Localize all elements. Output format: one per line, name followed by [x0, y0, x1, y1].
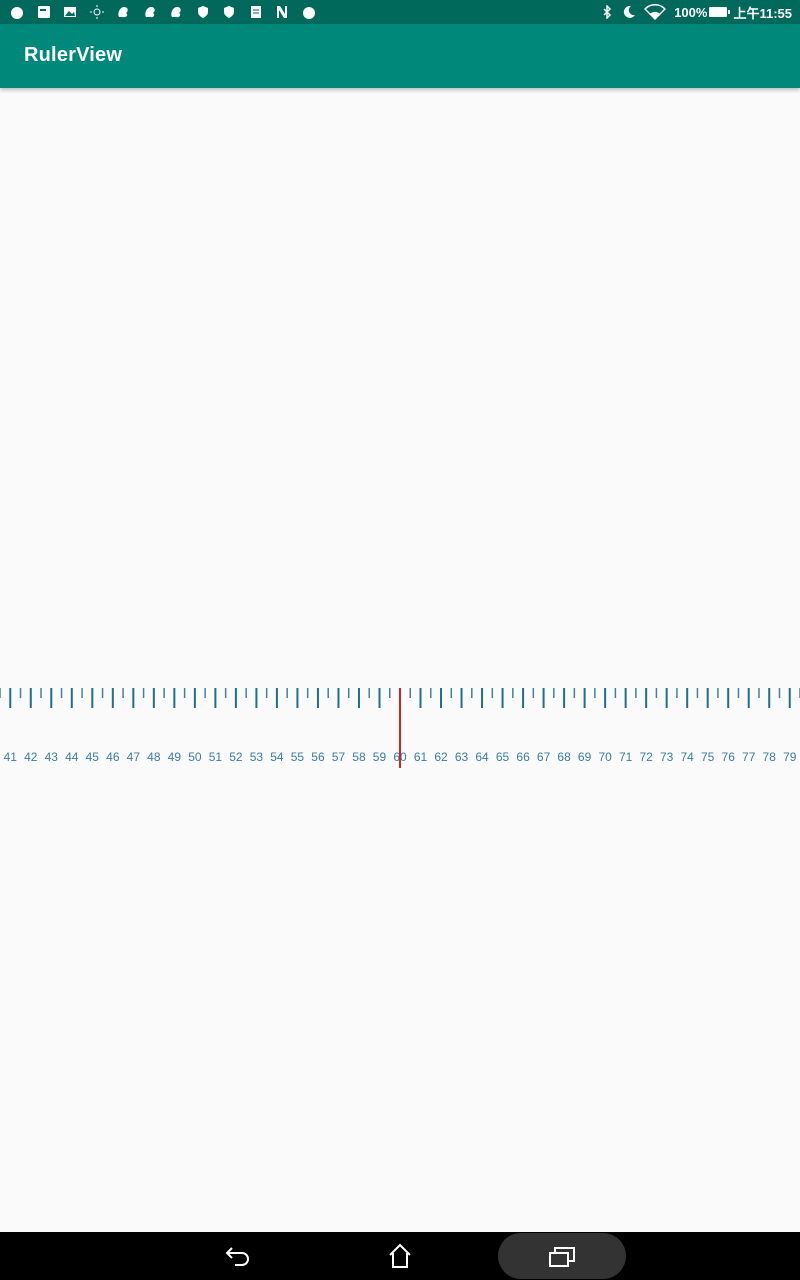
ruler-label: 79 — [783, 750, 797, 764]
ruler-label: 73 — [660, 750, 674, 764]
ruler-label: 59 — [373, 750, 387, 764]
ruler-label: 55 — [291, 750, 305, 764]
squirrel-app-icon — [116, 5, 130, 19]
ruler-label: 71 — [619, 750, 633, 764]
ruler-label: 41 — [4, 750, 18, 764]
ruler-label: 44 — [65, 750, 79, 764]
home-icon — [389, 1243, 411, 1268]
recent-apps-icon — [549, 1247, 575, 1267]
ruler-label: 58 — [352, 750, 366, 764]
ruler-label: 47 — [127, 750, 141, 764]
squirrel-app-icon — [143, 5, 157, 19]
shield-icon — [222, 5, 236, 19]
ruler-label: 62 — [434, 750, 448, 764]
ruler-label: 63 — [455, 750, 469, 764]
notification-circle-icon — [302, 5, 316, 19]
notification-circle-icon — [10, 5, 24, 19]
image-icon — [63, 5, 77, 19]
ruler-view[interactable]: 4142434445464748495051525354555657585960… — [0, 680, 800, 780]
ruler-label: 65 — [496, 750, 510, 764]
battery-percent: 100% — [674, 4, 708, 20]
ruler-label: 66 — [516, 750, 530, 764]
app-title: RulerView — [24, 44, 123, 66]
ruler-label: 52 — [229, 750, 243, 764]
ruler-label: 50 — [188, 750, 202, 764]
navigation-bar — [0, 1232, 800, 1280]
back-arrow-icon — [225, 1247, 249, 1266]
battery-icon — [709, 7, 731, 17]
ruler-label: 68 — [557, 750, 571, 764]
ruler-label: 57 — [332, 750, 346, 764]
clock: 上午11:55 — [733, 5, 792, 21]
ruler-label: 69 — [578, 750, 592, 764]
note-app-icon — [249, 5, 263, 19]
notification-icons — [10, 4, 328, 20]
ruler-label: 74 — [680, 750, 694, 764]
ruler-label: 42 — [24, 750, 38, 764]
n-app-icon — [275, 5, 289, 19]
ruler-label: 75 — [701, 750, 715, 764]
ruler-label: 77 — [742, 750, 756, 764]
ruler-label: 78 — [763, 750, 777, 764]
recents-button[interactable] — [498, 1233, 626, 1279]
ruler-label: 48 — [147, 750, 161, 764]
status-right: 100% 上午11:55 — [600, 0, 792, 24]
back-button[interactable] — [198, 1232, 278, 1280]
wifi-icon — [644, 4, 667, 20]
ruler-label: 70 — [598, 750, 612, 764]
squirrel-app-icon — [169, 5, 183, 19]
bluetooth-icon — [600, 5, 614, 19]
app-bar: RulerView — [0, 24, 800, 88]
keyboard-app-icon — [37, 5, 51, 19]
shield-icon — [196, 5, 210, 19]
ruler-label: 72 — [639, 750, 653, 764]
ruler-label: 56 — [311, 750, 325, 764]
ruler-label: 49 — [168, 750, 182, 764]
ruler-label: 67 — [537, 750, 551, 764]
ruler-label: 45 — [86, 750, 100, 764]
do-not-disturb-moon-icon — [622, 5, 636, 19]
ruler-label: 54 — [270, 750, 284, 764]
ruler-label: 76 — [722, 750, 736, 764]
ruler-label: 53 — [250, 750, 264, 764]
ruler-label: 51 — [209, 750, 223, 764]
ruler-label: 64 — [475, 750, 489, 764]
home-button[interactable] — [360, 1232, 440, 1280]
ruler-label: 43 — [45, 750, 59, 764]
brightness-icon — [89, 5, 104, 19]
ruler-label: 46 — [106, 750, 120, 764]
status-bar: 100% 上午11:55 — [0, 0, 800, 24]
ruler-label: 61 — [414, 750, 428, 764]
